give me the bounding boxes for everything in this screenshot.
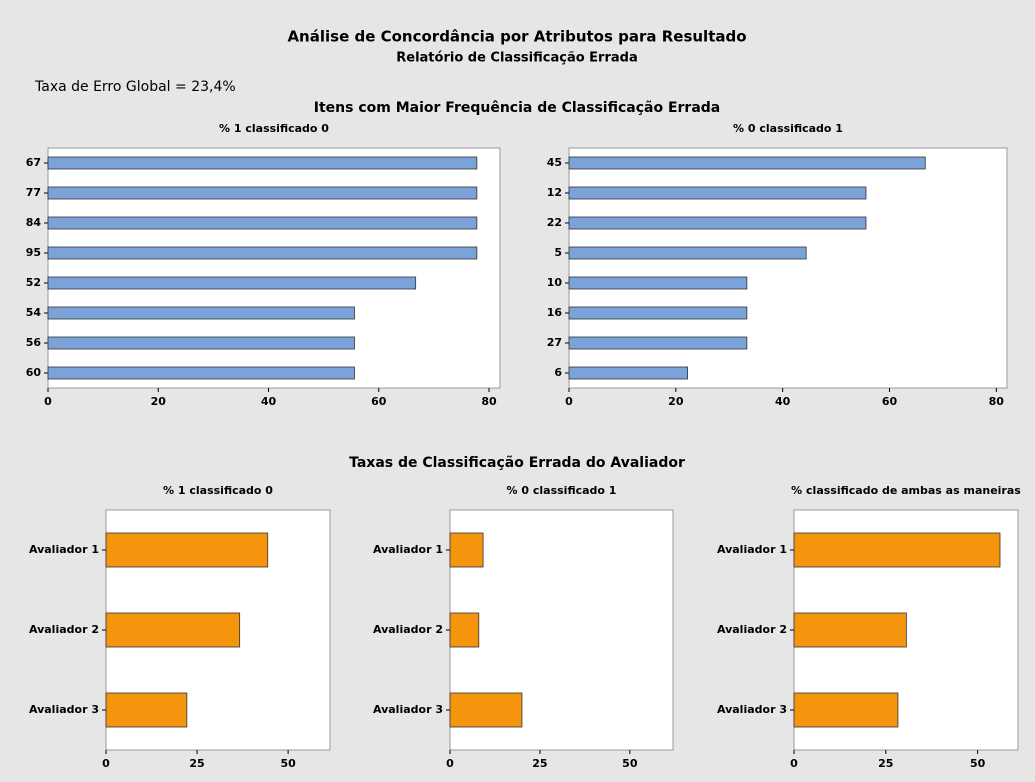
bar [568, 246, 807, 260]
bar [449, 692, 523, 728]
plot-area [568, 147, 1008, 389]
y-tick-label: Avaliador 1 [717, 543, 787, 556]
y-tick-label: 6 [554, 366, 562, 379]
bar [47, 246, 478, 260]
x-tick-label: 60 [371, 395, 387, 408]
x-tick-label: 25 [532, 757, 547, 770]
y-tick-label: 84 [26, 216, 42, 229]
x-tick-label: 80 [989, 395, 1005, 408]
y-tick-label: 16 [547, 306, 563, 319]
y-tick-label: Avaliador 2 [373, 623, 443, 636]
y-tick-label: Avaliador 3 [717, 703, 787, 716]
y-tick-label: Avaliador 3 [29, 703, 99, 716]
x-tick-label: 0 [565, 395, 573, 408]
panel-title: % 0 classificado 1 [507, 484, 617, 497]
x-tick-label: 80 [481, 395, 497, 408]
chart-title: Análise de Concordância por Atributos pa… [287, 28, 746, 46]
bar [793, 532, 1001, 568]
bar [568, 276, 748, 290]
y-tick-label: Avaliador 1 [373, 543, 443, 556]
bar [568, 336, 748, 350]
bar [568, 216, 867, 230]
bar [568, 186, 867, 200]
y-tick-label: 5 [554, 246, 562, 259]
x-tick-label: 50 [970, 757, 986, 770]
bar [105, 692, 188, 728]
bar [105, 532, 269, 568]
y-tick-label: 45 [547, 156, 562, 169]
y-tick-label: 56 [26, 336, 42, 349]
plot-area [47, 147, 501, 389]
x-tick-label: 0 [446, 757, 454, 770]
y-tick-label: 54 [26, 306, 42, 319]
y-tick-label: 22 [547, 216, 562, 229]
panel-title: % 0 classificado 1 [733, 122, 843, 135]
y-tick-label: 67 [26, 156, 41, 169]
bar [47, 186, 478, 200]
x-tick-label: 60 [882, 395, 898, 408]
panel-title: % 1 classificado 0 [163, 484, 273, 497]
bar [793, 692, 899, 728]
overall-error: Taxa de Erro Global = 23,4% [34, 79, 236, 95]
x-tick-label: 0 [44, 395, 52, 408]
y-tick-label: Avaliador 1 [29, 543, 99, 556]
y-tick-label: 27 [547, 336, 562, 349]
y-tick-label: 95 [26, 246, 41, 259]
y-tick-label: Avaliador 2 [717, 623, 787, 636]
bar [449, 612, 480, 648]
x-tick-label: 50 [280, 757, 296, 770]
x-tick-label: 0 [102, 757, 110, 770]
bar [47, 216, 478, 230]
x-tick-label: 50 [622, 757, 638, 770]
x-tick-label: 20 [668, 395, 684, 408]
y-tick-label: 52 [26, 276, 41, 289]
x-tick-label: 40 [261, 395, 277, 408]
y-tick-label: 10 [547, 276, 563, 289]
x-tick-label: 25 [189, 757, 204, 770]
chart-subtitle: Relatório de Classificação Errada [396, 51, 637, 66]
x-tick-label: 20 [151, 395, 167, 408]
bar [47, 306, 355, 320]
panel-title: % classificado de ambas as maneiras [791, 484, 1021, 497]
bar [568, 306, 748, 320]
bar [47, 366, 355, 380]
bar [47, 276, 417, 290]
section-title: Taxas de Classificação Errada do Avaliad… [349, 455, 685, 471]
x-tick-label: 0 [790, 757, 798, 770]
bar [47, 156, 478, 170]
y-tick-label: Avaliador 2 [29, 623, 99, 636]
bar [105, 612, 241, 648]
bar [449, 532, 484, 568]
section-title: Itens com Maior Frequência de Classifica… [314, 100, 721, 116]
bar [793, 612, 907, 648]
bar [47, 336, 355, 350]
y-tick-label: Avaliador 3 [373, 703, 443, 716]
y-tick-label: 60 [26, 366, 42, 379]
y-tick-label: 12 [547, 186, 562, 199]
x-tick-label: 40 [775, 395, 791, 408]
panel-title: % 1 classificado 0 [219, 122, 329, 135]
y-tick-label: 77 [26, 186, 41, 199]
bar [568, 366, 688, 380]
x-tick-label: 25 [878, 757, 893, 770]
bar [568, 156, 926, 170]
